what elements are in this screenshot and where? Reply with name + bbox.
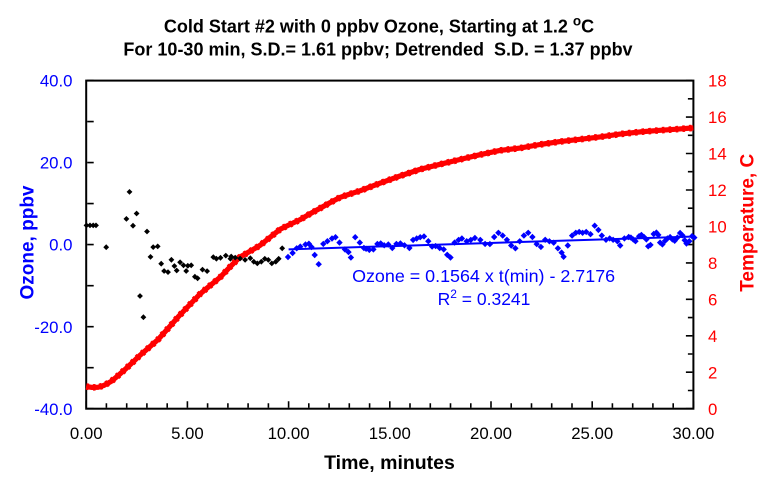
svg-text:20.0: 20.0 (40, 154, 73, 173)
svg-text:6: 6 (708, 290, 717, 309)
svg-text:5.00: 5.00 (171, 424, 204, 443)
svg-text:Ozone = 0.1564 x t(min) - 2.71: Ozone = 0.1564 x t(min) - 2.7176 (352, 266, 615, 286)
svg-text:16: 16 (708, 108, 727, 127)
svg-text:4: 4 (708, 327, 717, 346)
svg-text:R2 = 0.3241: R2 = 0.3241 (438, 287, 531, 309)
svg-text:-40.0: -40.0 (34, 400, 72, 419)
svg-text:20.00: 20.00 (470, 424, 512, 443)
svg-text:8: 8 (708, 254, 717, 273)
svg-text:Cold Start #2 with 0 ppbv Ozon: Cold Start #2 with 0 ppbv Ozone, Startin… (164, 13, 594, 36)
svg-text:15.00: 15.00 (369, 424, 411, 443)
svg-text:14: 14 (708, 145, 727, 164)
svg-text:12: 12 (708, 181, 727, 200)
svg-text:For 10-30 min, S.D.= 1.61 ppbv: For 10-30 min, S.D.= 1.61 ppbv; Detrende… (123, 39, 632, 59)
svg-text:40.0: 40.0 (40, 72, 73, 91)
svg-text:0: 0 (708, 400, 717, 419)
svg-text:0.0: 0.0 (49, 236, 72, 255)
svg-text:10: 10 (708, 218, 727, 237)
svg-text:Time, minutes: Time, minutes (324, 452, 455, 474)
svg-text:0.00: 0.00 (70, 424, 103, 443)
svg-text:18: 18 (708, 72, 727, 91)
svg-text:Temperature, C: Temperature, C (738, 154, 759, 292)
svg-text:30.00: 30.00 (672, 424, 714, 443)
svg-text:2: 2 (708, 363, 717, 382)
svg-text:10.00: 10.00 (268, 424, 310, 443)
svg-text:-20.0: -20.0 (34, 318, 72, 337)
svg-text:25.00: 25.00 (571, 424, 613, 443)
svg-text:Ozone, ppbv: Ozone, ppbv (18, 185, 39, 299)
